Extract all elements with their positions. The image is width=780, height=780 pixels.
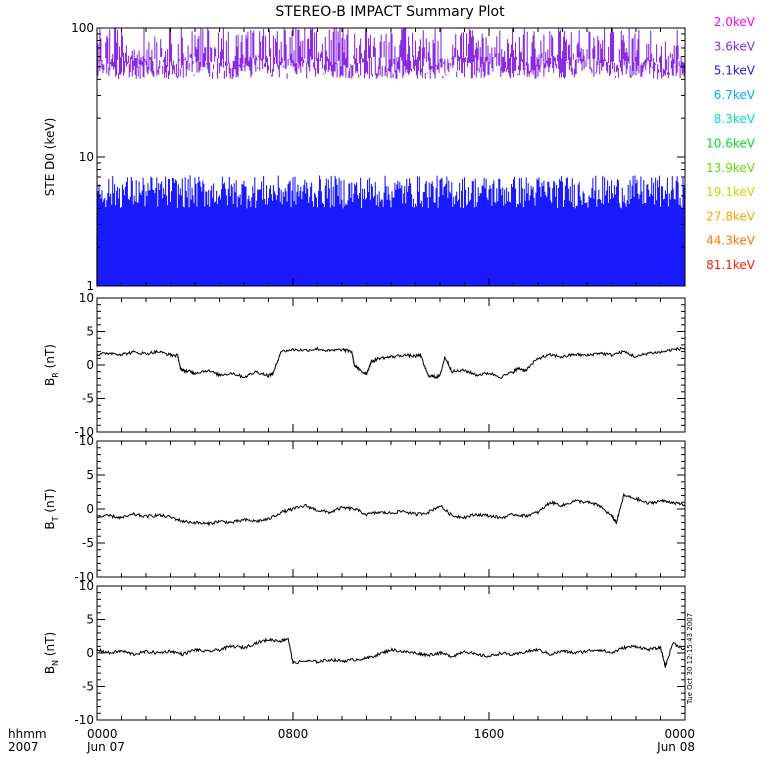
- ytick-label: -10: [74, 425, 94, 439]
- series-3.6keV: [96, 28, 685, 80]
- xtick-label: 1600: [474, 727, 505, 741]
- legend-13.9keV: 13.9keV: [706, 161, 756, 175]
- panel-br: -10 -5 0 5 10 BR (nT): [43, 291, 686, 439]
- ytick-label: 5: [86, 613, 94, 627]
- chart-title: STEREO-B IMPACT Summary Plot: [275, 4, 505, 20]
- ylabel-br: BR (nT): [43, 344, 60, 386]
- ytick-label-ste: 100: [71, 21, 94, 35]
- series-5.1keV: [96, 175, 685, 286]
- xaxis-prefix-bottom: 2007: [8, 740, 39, 754]
- ylabel-bn: BN (nT): [43, 632, 60, 674]
- panel-bn: -10 -5 0 5 10 BN (nT): [43, 579, 686, 727]
- ytick-label: -10: [74, 570, 94, 584]
- panel-frame: [96, 297, 686, 433]
- legend-3.6keV: 3.6keV: [714, 39, 756, 53]
- legend-5.1keV: 5.1keV: [714, 64, 756, 78]
- ytick-label: 5: [86, 468, 94, 482]
- legend-44.3keV: 44.3keV: [706, 234, 756, 248]
- trace-br: [96, 346, 686, 380]
- trace-bt: [96, 492, 686, 527]
- xtick-label: 0000: [664, 727, 695, 741]
- ytick-label: -5: [82, 536, 94, 550]
- legend-2.0keV: 2.0keV: [714, 15, 756, 29]
- ytick-label: -5: [82, 680, 94, 694]
- timestamp: Tue Oct 30 12:15:43 2007: [686, 613, 694, 705]
- legend-10.6keV: 10.6keV: [706, 137, 756, 151]
- panel-frame: [96, 440, 686, 578]
- trace-bn: [96, 637, 686, 668]
- ytick-label: 0: [86, 358, 94, 372]
- panel-bt: -10 -5 0 5 10 BT (nT): [43, 434, 686, 584]
- ytick-label: 10: [79, 579, 94, 593]
- xtick-date: Jun 08: [656, 740, 695, 754]
- ytick-label-ste: 1: [86, 279, 94, 293]
- legend-19.1keV: 19.1keV: [706, 185, 756, 199]
- ytick-label: 10: [79, 291, 94, 305]
- xtick-date: Jun 07: [86, 740, 125, 754]
- ytick-label: -10: [74, 713, 94, 727]
- ytick-label: 0: [86, 502, 94, 516]
- xtick-label: 0000: [87, 727, 118, 741]
- ytick-label: 0: [86, 646, 94, 660]
- xtick-label: 0800: [278, 727, 309, 741]
- legend-27.8keV: 27.8keV: [706, 209, 756, 223]
- ytick-label: 10: [79, 434, 94, 448]
- ytick-label: 5: [86, 325, 94, 339]
- ytick-label: -5: [82, 392, 94, 406]
- panel-frame: [96, 585, 686, 721]
- panel-ste: 2.0keV 3.6keV 5.1keV 6.7keV 8.3keV 10.6keV 13.…: [43, 15, 756, 293]
- legend-81.1keV: 81.1keV: [706, 258, 756, 272]
- legend-6.7keV: 6.7keV: [714, 88, 756, 102]
- xaxis-prefix-top: hhmm: [8, 727, 47, 741]
- ytick-label-ste: 10: [79, 150, 94, 164]
- panels: 2.0keV 3.6keV 5.1keV 6.7keV 8.3keV 10.6keV 13.…: [43, 15, 756, 727]
- legend-8.3keV: 8.3keV: [714, 112, 756, 126]
- ylabel-ste: STE D0 (keV): [43, 118, 57, 197]
- ylabel-bt: BT (nT): [43, 488, 60, 529]
